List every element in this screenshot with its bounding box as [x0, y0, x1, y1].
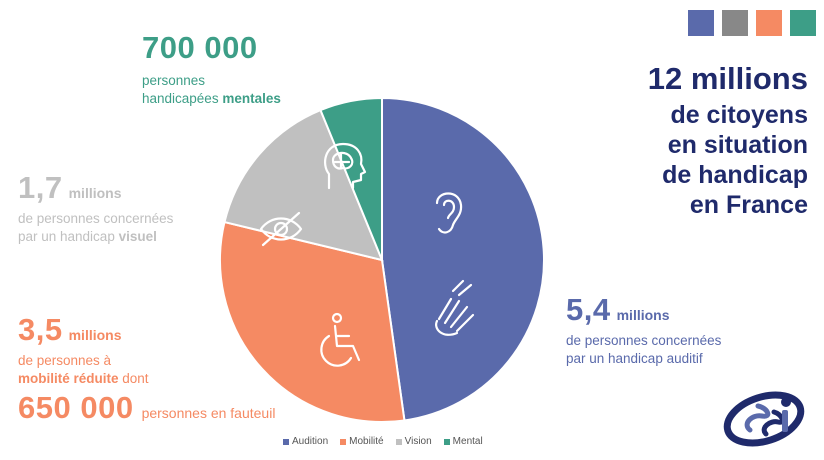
label-vision: 1,7 millions de personnes concernées par …: [18, 170, 173, 246]
mobilite-sub-value: 650 000: [18, 390, 134, 426]
swatch-mental: [790, 10, 816, 36]
legend-item-audition: Audition: [283, 436, 328, 447]
legend-label-mobilite: Mobilité: [349, 436, 384, 447]
vision-line-2-text: par un handicap: [18, 229, 119, 245]
headline: 12 millions de citoyens en situation de …: [647, 61, 808, 220]
pie-chart: [219, 96, 545, 423]
legend-label-audition: Audition: [292, 436, 329, 447]
legend-swatch-audition: [283, 438, 289, 445]
headline-line-1: de citoyens: [670, 101, 808, 130]
headline-line-2: en situation: [667, 131, 808, 160]
ear-icon: [435, 192, 463, 234]
mobilite-value: 3,5: [18, 312, 63, 347]
mental-description: personnes handicapées mentales: [142, 72, 281, 108]
headline-line-3: de handicap: [662, 161, 808, 190]
pie-slice-mental: [319, 96, 383, 261]
swatch-gray: [722, 10, 748, 36]
cssi-logo: [723, 391, 805, 447]
label-mental: 700 000 personnes handicapées mentales: [142, 30, 281, 108]
legend-label-mental: Mental: [452, 436, 483, 447]
mental-line-1: personnes: [142, 73, 206, 88]
crossed-eye-icon: [259, 211, 303, 247]
mobilite-description: de personnes à mobilité réduite dont: [18, 352, 275, 388]
headline-line-4: en France: [689, 191, 808, 220]
mobilite-line-2-text: dont: [118, 371, 149, 387]
sign-language-icon: [435, 279, 475, 336]
vision-description: de personnes concernées par un handicap …: [18, 210, 173, 246]
legend-swatch-mental: [443, 438, 450, 445]
mobilite-line-2-bold: mobilité réduite: [18, 371, 119, 387]
mobilite-sub-text: personnes en fauteuil: [141, 405, 276, 422]
mobilite-line-1: de personnes à: [18, 353, 112, 368]
mental-value: 700 000: [142, 30, 258, 65]
headline-number: 12 millions: [647, 61, 808, 96]
swatch-mobilite: [756, 10, 782, 36]
mental-line-2-text: handicapées: [142, 91, 223, 107]
audition-value: 5,4: [566, 292, 611, 327]
label-mobilite: 3,5 millions de personnes à mobilité rédu…: [18, 312, 275, 426]
vision-unit: millions: [68, 185, 122, 201]
label-audition: 5,4 millions de personnes concernées par …: [566, 292, 721, 368]
legend-item-vision: Vision: [395, 436, 432, 447]
pie-slice-audition: [381, 96, 545, 422]
audition-description: de personnes concernées par un handicap …: [566, 332, 721, 368]
mobilite-unit: millions: [68, 327, 122, 343]
color-swatches: [688, 10, 816, 36]
legend-swatch-mobilite: [340, 438, 347, 445]
audition-line-2: par un handicap auditif: [566, 351, 703, 367]
audition-unit: millions: [616, 307, 670, 323]
mental-line-2-bold: mentales: [222, 91, 281, 107]
chart-legend: Audition Mobilité Vision Mental: [283, 436, 483, 447]
swatch-audition: [688, 10, 714, 36]
legend-item-mental: Mental: [443, 436, 483, 447]
mental-line-2: handicapées mentales: [142, 90, 281, 108]
legend-label-vision: Vision: [404, 436, 432, 447]
legend-item-mobilite: Mobilité: [340, 436, 384, 447]
audition-line-1: de personnes concernées: [566, 333, 722, 348]
wheelchair-icon: [320, 312, 361, 367]
brain-head-icon: [324, 142, 367, 190]
vision-line-1: de personnes concernées: [18, 211, 174, 226]
mobilite-line-2: mobilité réduite dont: [18, 370, 275, 388]
pie-slice-mobilite: [219, 220, 406, 423]
vision-line-2: par un handicap visuel: [18, 228, 173, 246]
vision-value: 1,7: [18, 170, 63, 205]
legend-swatch-vision: [395, 438, 402, 445]
pie-slice-vision: [223, 108, 384, 262]
vision-line-2-bold: visuel: [118, 229, 157, 245]
